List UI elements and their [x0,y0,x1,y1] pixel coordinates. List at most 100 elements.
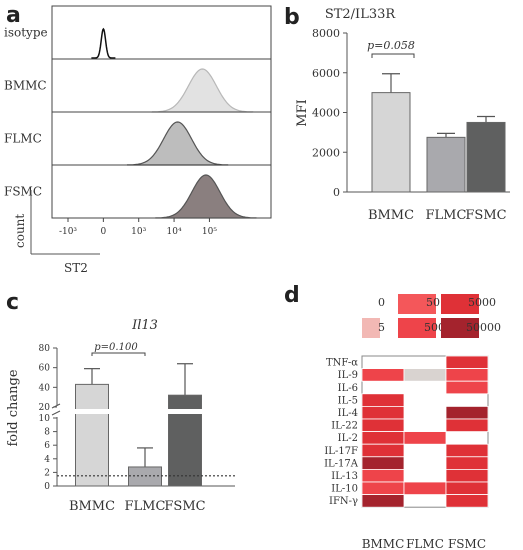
heatmap-row-label: IL-9 [338,370,358,381]
histogram-row-label: FLMC [4,132,42,146]
heatmap-row-label: IL-17A [324,458,359,469]
heatmap-legend-swatch [441,294,479,314]
mfi-significance-bracket [371,53,415,58]
histogram-xlabel: ST2 [64,261,88,275]
fold-y-tick-label: 2 [44,468,50,478]
histogram-x-tick-label: 0 [100,227,106,237]
heatmap-legend-label: 50 [426,296,440,309]
fold-y-tick-label: 10 [39,414,51,424]
fold-y-tick-label: 0 [44,482,50,492]
heatmap-cell [445,355,489,370]
histogram-curve-bmmc [151,68,254,113]
fold-y-tick-label: 80 [39,344,51,354]
heatmap-cell [403,431,447,445]
mfi-bar-flmc [426,136,466,193]
fold-bar-break-gap [74,409,110,414]
fold-bar-flmc [128,466,162,487]
fold-category-label: FLMC [125,499,166,514]
fold-bar-fsmc [168,394,202,487]
heatmap-cell [445,368,489,382]
heatmap-column-label: FSMC [448,537,486,550]
heatmap-row-label: IL-13 [331,471,358,482]
heatmap-cell [445,494,489,508]
heatmap-legend-label: 0 [378,296,385,309]
heatmap-legend-label: 50000 [466,321,501,334]
heatmap-legend-label: 5000 [468,296,496,309]
mfi-category-label: BMMC [368,208,414,223]
mfi-ylabel: MFI [295,99,310,126]
heatmap-row-label: IFN-γ [329,496,358,507]
heatmap-row-label: IL-5 [338,395,358,406]
panel-letter-a: a [6,3,21,28]
heatmap-legend-label: 5 [378,321,385,334]
heatmap-row-label: IL-10 [331,484,358,495]
fold-change-ylabel: fold change [6,369,21,446]
heatmap-row-label: IL-17F [324,446,358,457]
cytokine-heatmap: 0 5 50 500 5000 50000 TNF-αIL-9 IL-6IL-5 IL-4 IL… [324,294,501,550]
heatmap-cell [445,468,489,483]
heatmap-column-label: FLMC [406,537,444,550]
mfi-y-tick-label: 0 [333,186,340,199]
fold-significance-bracket [91,352,146,356]
fold-y-tick-label: 40 [39,383,51,393]
heatmap-column-label: BMMC [362,537,405,550]
heatmap-cell [361,468,405,483]
mfi-bar-fsmc [466,121,506,193]
heatmap-row-label: TNF-α [326,358,358,369]
heatmap-cell [445,380,489,395]
fold-bar-bmmc [75,383,109,487]
mfi-y-tick-label: 8000 [312,27,340,40]
fold-y-tick-label: 60 [39,364,51,374]
heatmap-row-label: IL-4 [338,408,358,419]
heatmap-cell [361,368,405,382]
mfi-title: ST2/IL33R [325,7,397,22]
histogram-x-tick-label: 10³ [131,227,146,237]
fold-y-tick-label: 6 [44,441,50,451]
isotype-histogram-curve [91,27,116,59]
heatmap-legend-label: 500 [424,321,445,334]
heatmap-cell [403,368,447,382]
fold-y-tick-label: 8 [44,428,50,438]
histogram-curve-fsmc [155,174,257,219]
mfi-y-tick-label: 4000 [312,107,340,120]
heatmap-cell [445,405,489,420]
heatmap-cell [445,456,489,470]
histogram-x-tick-label: -10³ [59,227,77,237]
histogram-row-label: FSMC [4,185,42,199]
mfi-y-tick-label: 6000 [312,67,340,80]
histogram-ylabel: count [13,214,27,248]
heatmap-cell [403,481,447,496]
heatmap-row-label: IL-22 [331,421,358,432]
mfi-pvalue: p=0.058 [367,39,415,52]
heatmap-legend-swatch [362,318,380,338]
histogram-row-label: BMMC [4,79,47,93]
heatmap-row-label: IL-2 [338,433,358,444]
histogram-x-tick-label: 10⁴ [167,227,182,237]
fold-category-label: BMMC [69,499,115,514]
heatmap-cell [361,481,405,496]
fold-y-tick-label: 4 [44,455,50,465]
histogram-panel: isotype BMMC FLMC FSMC -10³ 0 10³ 10⁴ 10⁵ count… [4,5,272,275]
histogram-curve-flmc [126,121,229,166]
mfi-bar-chart: ST2/IL33R MFI 0 2000 4000 6000 8000 BMMC FLMC… [295,7,510,223]
heatmap-cell [361,393,405,407]
mfi-y-tick-label: 2000 [312,146,340,159]
mfi-category-label: FSMC [465,208,506,223]
histogram-row-label: isotype [4,26,48,40]
fold-change-title: Il13 [131,318,158,333]
mfi-category-label: FLMC [426,208,467,223]
heatmap-cell [445,481,489,496]
heatmap-legend-swatch [398,318,436,338]
panel-letter-c: c [6,290,19,315]
heatmap-cell [445,443,489,458]
heatmap-cell [361,431,405,445]
heatmap-cell [361,456,405,470]
heatmap-cell [361,494,405,508]
fold-category-label: FSMC [164,499,205,514]
fold-bar-break-gap [167,409,203,414]
heatmap-cell [361,418,405,433]
heatmap-cell [361,405,405,420]
heatmap-cell [361,443,405,458]
